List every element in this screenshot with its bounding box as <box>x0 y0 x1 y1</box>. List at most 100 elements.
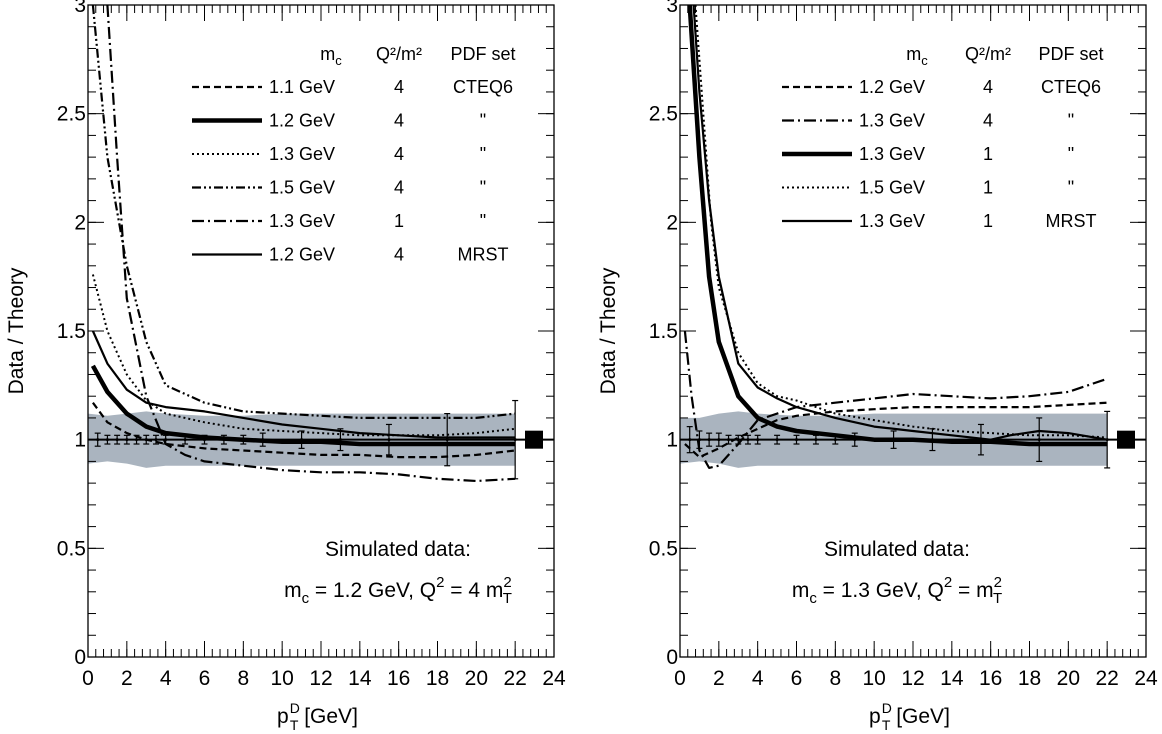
x-label-unit: [GeV] <box>890 705 950 728</box>
x-axis-label: pD T [GeV] <box>869 700 950 733</box>
legend-q2: 1 <box>394 211 404 231</box>
legend-pdf: " <box>1068 178 1074 198</box>
legend-q2: 4 <box>394 111 404 131</box>
x-tick-label: 12 <box>309 667 332 690</box>
legend-header-pdf: PDF set <box>450 44 515 64</box>
x-tick-label: 0 <box>82 667 94 690</box>
data-point <box>105 438 109 442</box>
legend-mc: 1.5 GeV <box>269 178 335 198</box>
y-tick-label: 2.5 <box>57 103 86 126</box>
normalization-marker <box>525 430 543 449</box>
data-point <box>775 438 779 442</box>
x-tick-label: 10 <box>862 667 885 690</box>
y-tick-label: 1 <box>666 429 678 452</box>
x-tick-label: 10 <box>270 667 293 690</box>
x-tick-label: 14 <box>348 667 372 690</box>
x-label-unit: [GeV] <box>298 705 358 728</box>
data-point <box>135 438 139 442</box>
legend-header-mc: mc <box>906 44 928 68</box>
x-tick-label: 24 <box>542 667 566 690</box>
ann-T: T <box>503 590 512 607</box>
annotation-params: mc = 1.3 GeV, Q2 = m2 T <box>792 574 1002 607</box>
x-tick-label: 0 <box>674 667 686 690</box>
y-tick-label: 1.5 <box>649 320 678 343</box>
legend-mc: 1.3 GeV <box>859 211 925 231</box>
x-label-sup: D <box>290 700 300 716</box>
x-label-p: p <box>277 705 289 728</box>
ann-mid: = 1.2 GeV, Q <box>309 579 436 602</box>
data-point <box>697 438 701 442</box>
x-tick-label: 6 <box>791 667 803 690</box>
legend-mc: 1.2 GeV <box>269 245 335 265</box>
legend-header-q2: Q²/m² <box>376 44 422 64</box>
y-tick-label: 0.5 <box>649 537 678 560</box>
hdr-m: m <box>906 44 921 64</box>
x-tick-label: 4 <box>752 667 764 690</box>
legend-q2: 1 <box>983 211 993 231</box>
legend-pdf: MRST <box>1046 211 1097 231</box>
legend-q2: 4 <box>394 245 404 265</box>
legend-pdf: " <box>1068 111 1074 131</box>
data-point <box>814 438 818 442</box>
series-curve-dashed <box>684 401 1108 459</box>
legend-mc: 1.5 GeV <box>859 178 925 198</box>
x-tick-label: 22 <box>503 667 526 690</box>
legend-pdf: MRST <box>458 245 509 265</box>
series-curve-dashdotdot <box>91 5 516 419</box>
hdr-m: m <box>320 44 335 64</box>
ann-m: m <box>284 579 302 602</box>
legend-pdf: " <box>480 178 486 198</box>
data-point <box>183 438 187 442</box>
series-curve-dashed <box>92 402 516 459</box>
y-axis-label: Data / Theory <box>597 267 620 394</box>
ann-post: = m <box>952 579 993 602</box>
data-point <box>707 438 711 442</box>
legend-header-q2: Q²/m² <box>965 44 1011 64</box>
x-label-p: p <box>869 705 881 728</box>
x-tick-label: 22 <box>1095 667 1118 690</box>
plot-frame <box>87 4 555 658</box>
data-point <box>717 438 721 442</box>
data-point <box>892 438 896 442</box>
legend-q2: 4 <box>394 77 404 97</box>
y-tick-label: 0.5 <box>57 537 86 560</box>
legend-q2: 4 <box>394 144 404 164</box>
data-point <box>1037 438 1041 442</box>
data-point <box>144 438 148 442</box>
ann-mid: = 1.3 GeV, Q <box>817 579 944 602</box>
series-curve-solid <box>91 330 516 439</box>
y-tick-label: 2.5 <box>649 103 678 126</box>
legend-mc: 1.2 GeV <box>269 111 335 131</box>
annotation-params: mc = 1.2 GeV, Q2 = 4 m2 T <box>284 574 512 607</box>
legend-mc: 1.3 GeV <box>859 111 925 131</box>
data-point <box>833 438 837 442</box>
data-point <box>756 438 760 442</box>
curves <box>683 5 1108 469</box>
data-point <box>203 438 206 442</box>
ann-sup2b: 2 <box>503 574 511 591</box>
ann-sup2: 2 <box>436 574 444 591</box>
legend-header-pdf: PDF set <box>1038 44 1103 64</box>
normalization-marker <box>1117 430 1135 449</box>
x-tick-label: 20 <box>1057 667 1080 690</box>
series-curve-solid <box>692 5 1108 441</box>
legend-mc: 1.2 GeV <box>859 77 925 97</box>
legend-pdf: " <box>480 111 486 131</box>
legend-pdf: CTEQ6 <box>453 77 513 97</box>
x-tick-label: 6 <box>199 667 211 690</box>
annotation-title: Simulated data: <box>824 538 970 561</box>
ann-c: c <box>302 590 310 607</box>
data-point <box>930 438 934 442</box>
y-tick-label: 3 <box>666 0 678 17</box>
legend-header-mc: mc <box>320 44 342 68</box>
data-point <box>979 438 983 442</box>
ann-T: T <box>993 590 1002 607</box>
data-point <box>513 438 517 442</box>
legend-q2: 4 <box>983 77 993 97</box>
x-tick-label: 18 <box>426 667 449 690</box>
data-point <box>795 438 798 442</box>
y-tick-label: 1.5 <box>57 320 86 343</box>
x-tick-label: 8 <box>829 667 841 690</box>
